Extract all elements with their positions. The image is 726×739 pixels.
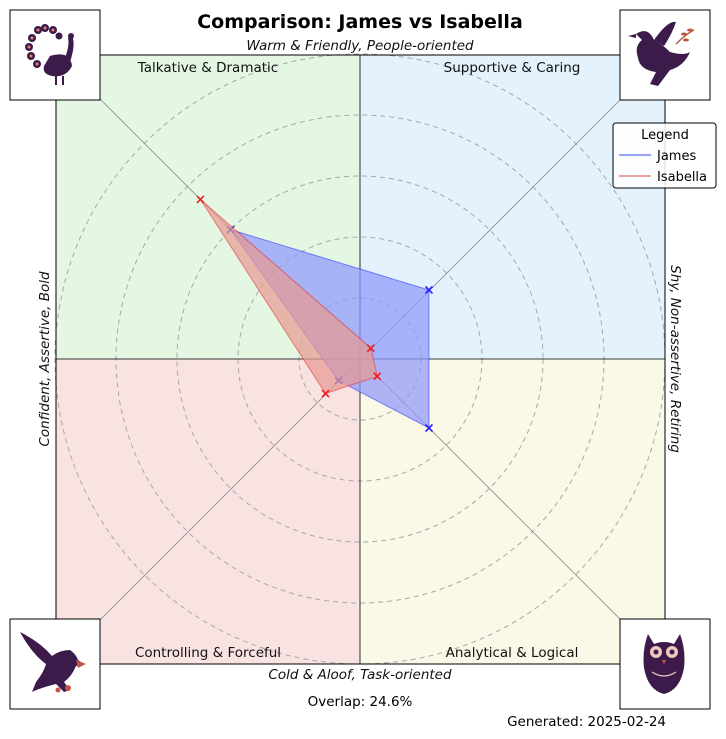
peacock-icon — [9, 9, 101, 101]
quadrant-label-analytical: Analytical & Logical — [446, 645, 579, 661]
legend-box — [612, 122, 717, 189]
generated-text: Generated: 2025-02-24 — [507, 714, 666, 730]
dove-icon — [619, 9, 711, 101]
right-axis-label: Shy, Non-assertive, Retiring — [667, 265, 683, 453]
quadrant-label-talkative: Talkative & Dramatic — [137, 60, 278, 76]
series-layer — [196, 195, 434, 433]
quadrant-label-controlling: Controlling & Forceful — [135, 645, 281, 661]
quadrant-label-supportive: Supportive & Caring — [444, 60, 581, 76]
data-point-james — [424, 285, 434, 295]
overlap-text: Overlap: 24.6% — [308, 694, 413, 710]
legend-label-isabella: Isabella — [657, 170, 707, 185]
data-point-isabella — [373, 372, 382, 381]
bottom-axis-label: Cold & Aloof, Task-oriented — [268, 667, 452, 683]
left-axis-label: Confident, Assertive, Bold — [37, 271, 53, 447]
data-point-isabella — [321, 389, 330, 398]
data-point-isabella — [366, 344, 375, 353]
legend: Legend James Isabella — [612, 122, 717, 189]
eagle-icon — [9, 618, 101, 710]
plot-frame — [55, 54, 666, 665]
legend-label-james: James — [656, 149, 696, 164]
legend-title: Legend — [641, 128, 689, 143]
data-point-isabella — [196, 195, 205, 204]
owl-icon — [619, 618, 711, 710]
top-axis-label: Warm & Friendly, People-oriented — [246, 38, 474, 54]
data-point-james — [424, 423, 434, 433]
chart-title: Comparison: James vs Isabella — [197, 11, 523, 33]
